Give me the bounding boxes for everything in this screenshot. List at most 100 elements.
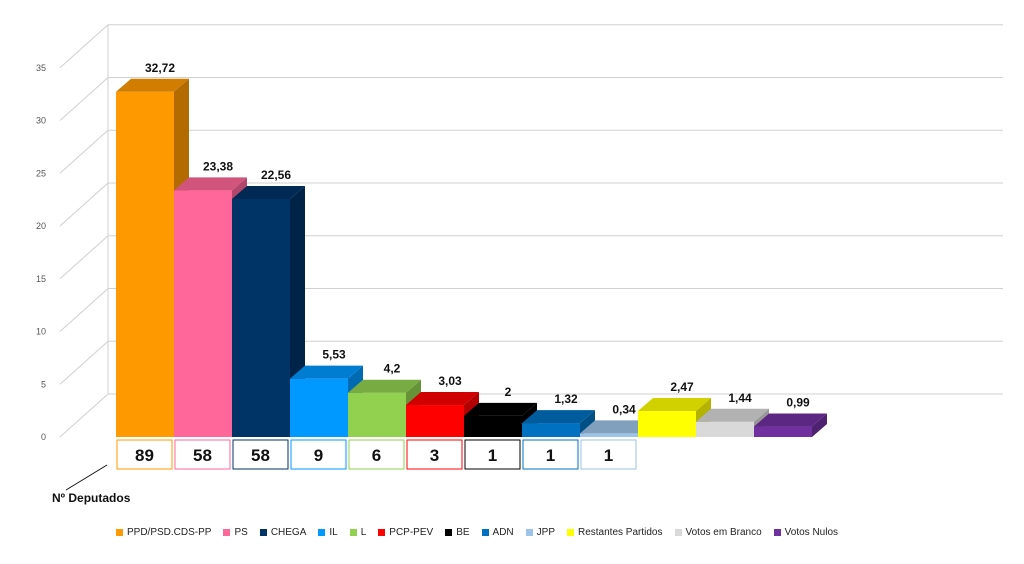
legend-item: PCP-PEV: [378, 527, 433, 538]
legend-label: PS: [234, 527, 248, 538]
gridline-diagonal: [59, 235, 109, 280]
deputados-value: 6: [372, 446, 381, 465]
y-tick-label: 15: [36, 274, 46, 284]
data-label: 0,99: [786, 396, 810, 410]
legend-item: CHEGA: [259, 527, 306, 538]
legend-swatch: [378, 529, 386, 536]
bar-top: [696, 408, 769, 422]
bar: [348, 392, 406, 437]
legend-swatch: [318, 529, 326, 536]
legend-swatch: [259, 529, 267, 536]
deputados-value: 58: [193, 446, 212, 465]
gridline-diagonal: [59, 393, 109, 438]
legend-label: Votos Nulos: [784, 527, 839, 538]
gridline-diagonal: [59, 77, 109, 121]
data-label: 1,44: [728, 391, 752, 405]
bar: [406, 405, 464, 437]
bar-top: [754, 413, 827, 427]
data-label: 4,2: [384, 362, 401, 376]
y-tick-label: 10: [36, 327, 46, 337]
bar: [232, 198, 290, 437]
gridline-diagonal: [59, 182, 109, 227]
bar-top: [580, 420, 653, 434]
data-label: 5,53: [322, 348, 346, 362]
legend-label: PCP-PEV: [389, 527, 434, 538]
bar-top: [464, 402, 537, 416]
bar: [174, 190, 232, 437]
legend-label: JPP: [536, 527, 555, 538]
legend-item: BE: [445, 527, 470, 538]
deputados-box: [174, 439, 231, 470]
legend-swatch: [445, 529, 453, 536]
deputados-box: [290, 439, 347, 470]
bar: [696, 421, 754, 437]
legend-item: PPD/PSD.CDS-PP: [116, 527, 211, 538]
data-label: 2,47: [670, 380, 694, 394]
bar-top: [174, 177, 247, 191]
legend-item: Votos em Branco: [674, 527, 762, 538]
deputados-box: [464, 439, 521, 470]
legend-item: Restantes Partidos: [567, 527, 663, 538]
deputados-box: [232, 439, 289, 470]
bar-top: [290, 365, 363, 379]
legend-swatch: [223, 529, 231, 536]
gridline-diagonal: [59, 288, 109, 332]
deputados-value: 9: [314, 446, 323, 465]
legend-label: ADN: [492, 527, 514, 538]
bar: [754, 426, 812, 437]
deputados-value: 1: [488, 446, 497, 465]
legend-item: JPP: [525, 527, 555, 538]
deputados-pointer: [65, 464, 108, 491]
legend-label: IL: [329, 527, 338, 538]
y-tick-label: 25: [36, 168, 46, 178]
deputados-value: 1: [546, 446, 555, 465]
data-label: 0,34: [612, 402, 636, 416]
legend-item: L: [349, 527, 367, 538]
legend-swatch: [116, 529, 123, 536]
legend-swatch: [525, 529, 533, 536]
deputados-box: [406, 439, 463, 470]
deputados-box: [580, 439, 637, 470]
data-label: 23,38: [203, 159, 233, 173]
legend-item: IL: [318, 527, 338, 538]
legend-swatch: [349, 529, 357, 536]
y-tick-label: 30: [36, 116, 46, 126]
deputados-value: 58: [251, 446, 270, 465]
deputados-value: 89: [135, 446, 154, 465]
deputados-box: [348, 439, 405, 470]
deputados-box: [116, 439, 173, 470]
deputados-value: 3: [430, 446, 439, 465]
legend-label: Votos em Branco: [685, 527, 762, 538]
bar: [290, 378, 348, 437]
y-tick-label: 5: [41, 379, 46, 389]
gridline-diagonal: [59, 129, 109, 174]
bar: [464, 415, 522, 437]
bar-top: [232, 185, 305, 199]
legend-swatch: [567, 529, 574, 536]
deputados-box: [522, 439, 579, 470]
bar-top: [522, 410, 595, 424]
deputados-value: 1: [604, 446, 613, 465]
legend-label: PPD/PSD.CDS-PP: [127, 527, 212, 538]
data-label: 22,56: [261, 168, 291, 182]
data-label: 1,32: [554, 392, 578, 406]
bar-side: [812, 413, 827, 437]
legend-label: L: [360, 527, 367, 538]
legend-label: Restantes Partidos: [578, 527, 663, 538]
legend-label: BE: [456, 527, 470, 538]
gridline-diagonal: [59, 24, 109, 69]
bar: [638, 410, 696, 437]
data-label: 2: [505, 385, 512, 399]
legend-item: Votos Nulos: [773, 527, 839, 538]
bar-top: [348, 379, 421, 393]
chart-legend: PPD/PSD.CDS-PP PS CHEGA IL L PCP-PEV BE ADN JPP R…: [116, 527, 1016, 538]
bar: [522, 423, 580, 437]
bar: [116, 91, 174, 437]
gridline-diagonal: [59, 340, 109, 385]
data-label: 3,03: [438, 374, 462, 388]
bar-top: [116, 78, 189, 92]
legend-swatch: [674, 529, 682, 536]
bar-top: [406, 392, 479, 406]
data-label: 32,72: [145, 61, 175, 75]
